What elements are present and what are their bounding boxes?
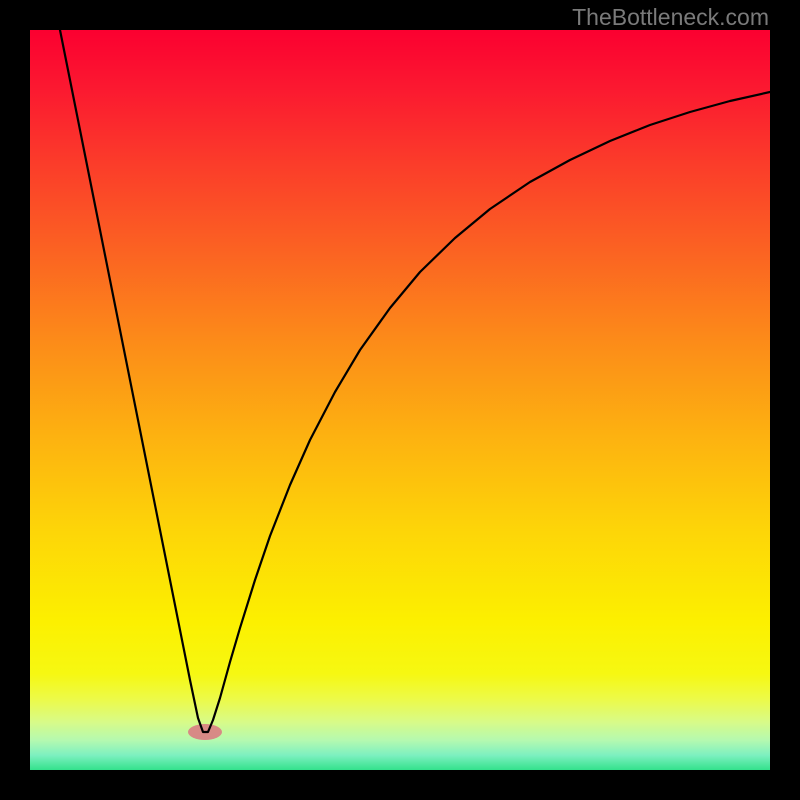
watermark-text: TheBottleneck.com	[572, 4, 769, 31]
curve-layer	[0, 0, 800, 800]
bottleneck-curve	[60, 30, 770, 732]
chart-frame: TheBottleneck.com	[0, 0, 800, 800]
